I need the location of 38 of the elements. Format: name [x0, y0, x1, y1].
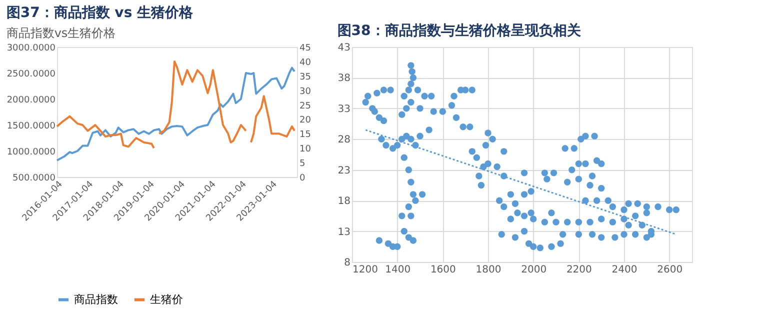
- y2-tick-label: 35: [300, 72, 311, 82]
- legend-label: 生猪价: [150, 292, 183, 306]
- y-tick-label: 1000.0000: [6, 148, 56, 158]
- x-tick-label: 1600: [430, 264, 456, 276]
- y-tick-label: 2500.0000: [6, 70, 56, 80]
- y2-tick-label: 45: [300, 44, 311, 54]
- x-tick-label: 2000: [521, 264, 547, 276]
- chart-title: 图37：商品指数 vs 生猪价格: [6, 4, 194, 21]
- y-tick-label: 2000.0000: [6, 96, 56, 106]
- y-tick-label: 23: [338, 165, 350, 176]
- y-tick-label: 3000.0000: [6, 44, 56, 54]
- chart-title: 图38：商品指数与生猪价格呈现负相关: [337, 22, 581, 39]
- x-tick-label: 1400: [385, 264, 411, 276]
- x-tick-label: 2600: [657, 264, 683, 276]
- y2-tick-label: 5: [300, 159, 306, 170]
- y2-tick-label: 15: [300, 130, 311, 140]
- y2-tick-label: 20: [300, 116, 312, 126]
- x-tick-label: 1200: [352, 264, 378, 276]
- y-tick-label: 500.0000: [12, 174, 56, 184]
- y2-tick-label: 25: [300, 101, 311, 112]
- y2-tick-label: 40: [300, 58, 312, 68]
- x-tick-label: 2200: [566, 264, 592, 276]
- x-tick-label: 1800: [476, 264, 502, 276]
- y-tick-label: 28: [338, 134, 350, 146]
- x-tick-label: 2400: [612, 264, 638, 276]
- y2-tick-label: 10: [300, 144, 312, 155]
- y-tick-label: 8: [344, 258, 350, 268]
- y-tick-label: 13: [338, 226, 350, 238]
- y-tick-label: 33: [338, 104, 350, 115]
- legend-label: 商品指数: [74, 292, 118, 306]
- y-tick-label: 1500.0000: [6, 122, 56, 132]
- y-tick-label: 43: [338, 42, 350, 54]
- y2-tick-label: 30: [300, 86, 312, 97]
- y2-tick-label: 0: [300, 174, 306, 184]
- line-series: [56, 66, 296, 162]
- y-tick-label: 18: [338, 196, 350, 208]
- y-tick-label: 38: [338, 73, 350, 84]
- chart-subtitle: 商品指数vs生猪价格: [6, 26, 116, 40]
